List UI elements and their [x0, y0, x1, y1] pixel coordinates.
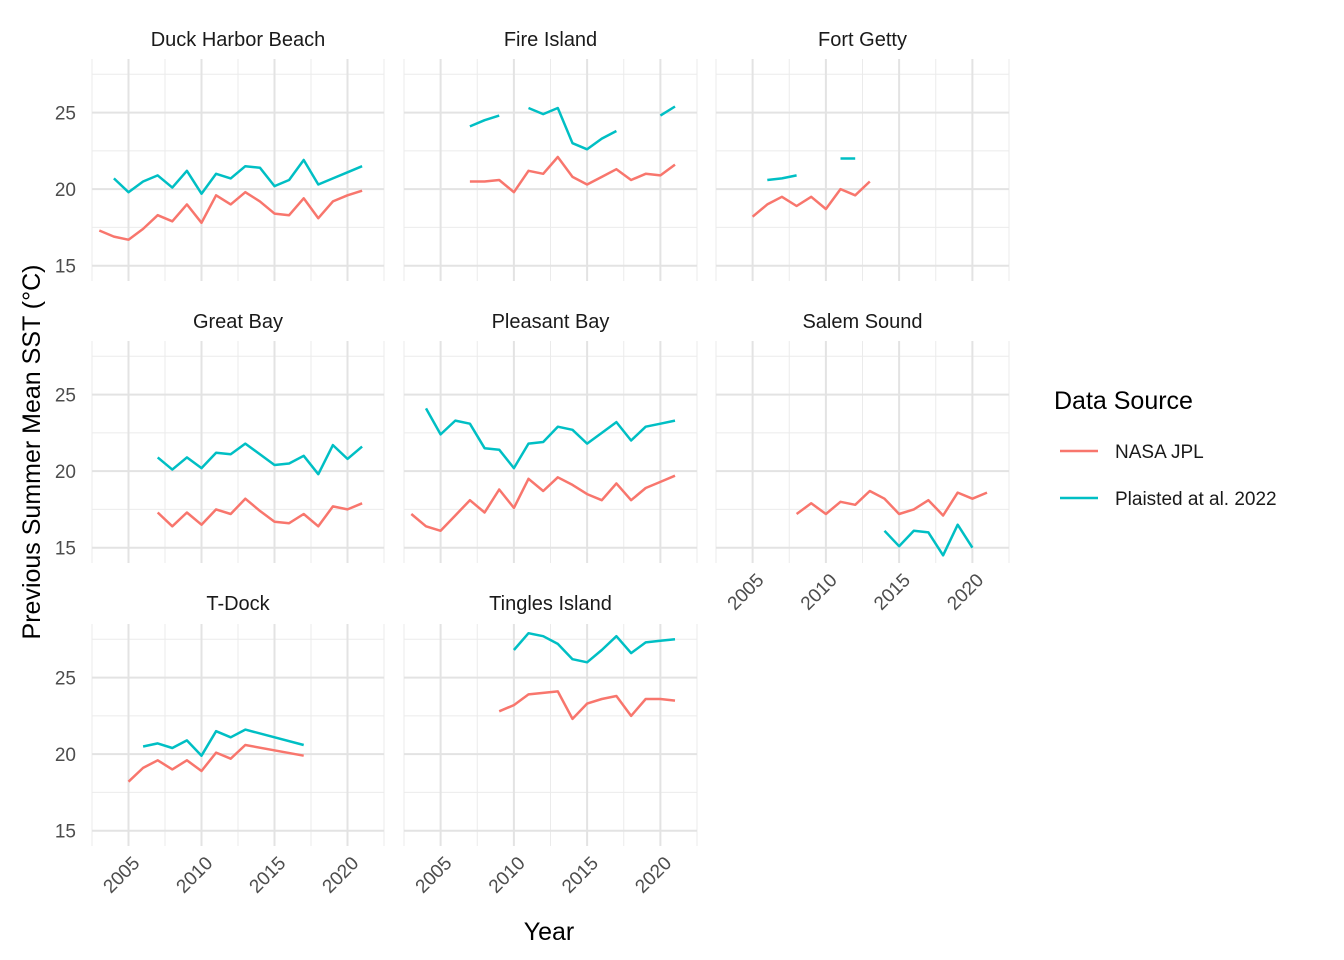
series-line	[469, 114, 500, 128]
legend-title: Data Source	[1054, 387, 1193, 415]
x-tick-label: 2015	[870, 570, 915, 615]
x-tick-label: 2005	[724, 570, 769, 615]
legend: Data Source NASA JPL Plaisted at al. 2022	[1054, 387, 1277, 510]
x-tick-label: 2010	[485, 853, 530, 898]
x-tick-label: 2015	[246, 853, 291, 898]
y-tick-label: 15	[55, 539, 76, 560]
series-line	[127, 743, 304, 783]
x-tick-label: 2020	[319, 853, 364, 898]
panel-duck-harbor-beach: Duck Harbor Beach 15 20 25	[55, 29, 385, 281]
facet-title: T-Dock	[206, 593, 270, 615]
x-tick-label: 2020	[631, 853, 676, 898]
legend-label: NASA JPL	[1115, 442, 1204, 463]
series-line	[498, 690, 676, 721]
series-line	[410, 474, 676, 533]
series-line	[751, 180, 871, 218]
series-line	[156, 442, 363, 476]
y-tick-label: 25	[55, 669, 76, 690]
series-line	[883, 523, 974, 557]
x-tick-label: 2010	[797, 570, 842, 615]
x-tick-label: 2005	[412, 853, 457, 898]
series-line	[142, 728, 305, 757]
facet-title: Fort Getty	[818, 29, 907, 51]
series-line	[113, 158, 363, 195]
y-tick-label: 15	[55, 822, 76, 843]
series-line	[156, 497, 363, 528]
series-line	[98, 189, 363, 241]
x-tick-label: 2005	[100, 853, 145, 898]
series-line	[528, 106, 617, 151]
panel-fort-getty: Fort Getty	[715, 29, 1010, 281]
y-tick-label: 25	[55, 104, 76, 125]
series-line	[424, 407, 676, 470]
facet-title: Great Bay	[193, 311, 283, 333]
x-tick-label: 2020	[943, 570, 988, 615]
y-tick-label: 20	[55, 180, 76, 201]
series-line	[795, 489, 988, 517]
x-tick-label: 2010	[173, 853, 218, 898]
panel-tingles-island: Tingles Island 2005 2010 2015 2020	[403, 593, 698, 898]
series-line	[659, 105, 676, 117]
series-line	[767, 174, 797, 182]
y-tick-label: 25	[55, 386, 76, 407]
facet-title: Duck Harbor Beach	[151, 29, 326, 51]
panel-great-bay: Great Bay 15 20 25	[55, 311, 385, 563]
x-axis-title: Year	[524, 918, 575, 946]
legend-label: Plaisted at al. 2022	[1115, 489, 1277, 510]
x-tick-label: 2015	[558, 853, 603, 898]
y-tick-label: 20	[55, 745, 76, 766]
facet-title: Fire Island	[504, 29, 597, 51]
panel-salem-sound: Salem Sound 2005 2010 2015 2020	[715, 311, 1010, 615]
facet-title: Pleasant Bay	[492, 311, 610, 333]
panel-t-dock: T-Dock 15 20 25 2005 2010 2015 2020	[55, 593, 385, 898]
y-axis-title: Previous Summer Mean SST (°C)	[18, 265, 46, 640]
facet-title: Tingles Island	[489, 593, 612, 615]
series-line	[469, 155, 676, 194]
y-tick-label: 20	[55, 462, 76, 483]
series-line	[512, 631, 676, 664]
panel-pleasant-bay: Pleasant Bay	[403, 311, 698, 563]
facet-panels: Duck Harbor Beach 15 20 25 Fire Island Fort G…	[55, 29, 1010, 898]
y-tick-label: 15	[55, 257, 76, 278]
facet-title: Salem Sound	[802, 311, 922, 333]
panel-fire-island: Fire Island	[403, 29, 698, 281]
